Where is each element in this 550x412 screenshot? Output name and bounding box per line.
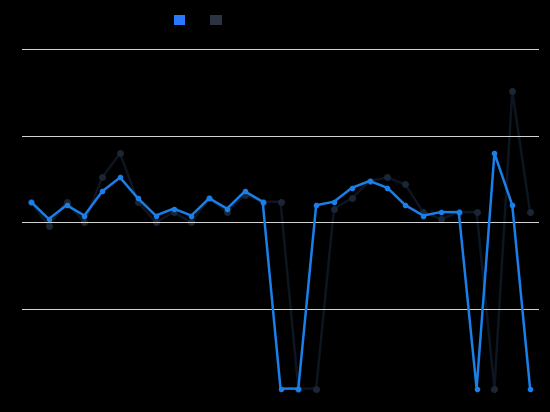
Legend: , : , [174,14,232,27]
